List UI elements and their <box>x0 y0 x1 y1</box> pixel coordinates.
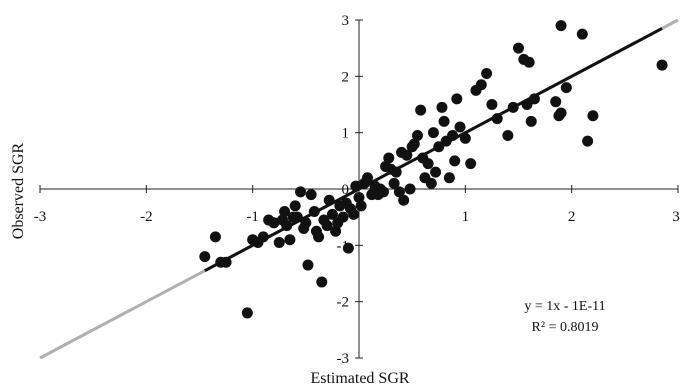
x-tick-label: -3 <box>34 209 47 225</box>
trendline <box>204 27 663 273</box>
x-tick-label: 3 <box>672 209 680 225</box>
data-point <box>475 79 487 91</box>
data-point <box>555 20 567 32</box>
data-points <box>199 20 668 319</box>
data-point <box>454 121 466 133</box>
data-point <box>279 206 291 218</box>
data-point <box>582 135 594 147</box>
data-point <box>465 158 477 170</box>
data-point <box>422 158 434 170</box>
x-tick-label: 1 <box>462 209 470 225</box>
x-tick-label: -1 <box>246 209 259 225</box>
x-tick-label: 2 <box>568 209 576 225</box>
data-point <box>268 217 280 229</box>
data-point <box>427 127 439 139</box>
data-point <box>486 99 498 110</box>
data-point <box>321 220 333 232</box>
data-point <box>398 194 410 206</box>
data-point <box>326 208 338 220</box>
y-tick-label: -2 <box>337 295 350 311</box>
trendline-layer <box>204 27 663 273</box>
data-point <box>388 177 400 189</box>
data-point <box>330 225 342 237</box>
data-point <box>481 68 493 80</box>
data-point <box>555 107 567 119</box>
data-point <box>513 42 524 54</box>
data-point <box>353 191 365 203</box>
data-point <box>295 186 307 198</box>
data-point <box>284 234 296 246</box>
data-point <box>438 115 450 127</box>
x-axis-title: Estimated SGR <box>310 370 409 387</box>
data-point <box>451 93 463 105</box>
y-tick-label: 0 <box>342 182 350 198</box>
data-point <box>523 56 535 68</box>
data-point <box>313 231 325 243</box>
data-point <box>656 59 668 71</box>
data-point <box>401 149 413 161</box>
data-point <box>337 211 349 223</box>
data-point <box>415 104 427 116</box>
data-point <box>404 183 416 195</box>
data-point <box>377 186 389 198</box>
data-point <box>443 172 455 184</box>
y-tick-label: 2 <box>342 69 350 85</box>
data-point <box>241 307 253 319</box>
data-point <box>383 152 395 164</box>
data-point <box>425 177 437 189</box>
data-point <box>199 251 211 263</box>
data-point <box>342 242 354 254</box>
data-point <box>560 82 572 94</box>
data-point <box>430 166 442 178</box>
data-point <box>525 115 537 127</box>
data-point <box>408 138 420 150</box>
data-point <box>209 231 221 243</box>
y-tick-label: -3 <box>337 351 350 367</box>
data-point <box>362 172 374 184</box>
data-point <box>550 96 562 108</box>
data-point <box>355 200 367 212</box>
data-point <box>436 101 448 113</box>
y-tick-label: 3 <box>342 13 350 29</box>
x-tick-labels: -3 -2 -1 1 2 3 <box>34 209 680 225</box>
data-point <box>449 155 461 167</box>
r-squared-label: R² = 0.8019 <box>532 320 599 335</box>
data-point <box>289 200 301 212</box>
data-point <box>305 189 317 201</box>
data-point <box>576 28 588 40</box>
data-point <box>302 259 314 271</box>
x-tick-label: -2 <box>140 209 153 225</box>
data-point <box>316 276 328 288</box>
data-point <box>393 186 405 198</box>
data-point <box>587 110 599 122</box>
y-tick-label: 1 <box>342 126 350 142</box>
trendline-equation: y = 1x - 1E-11 <box>524 299 605 314</box>
data-point <box>502 129 514 141</box>
data-point <box>348 208 360 220</box>
y-axis-title: Observed SGR <box>10 142 27 239</box>
data-point <box>273 237 285 249</box>
data-point <box>411 129 423 141</box>
